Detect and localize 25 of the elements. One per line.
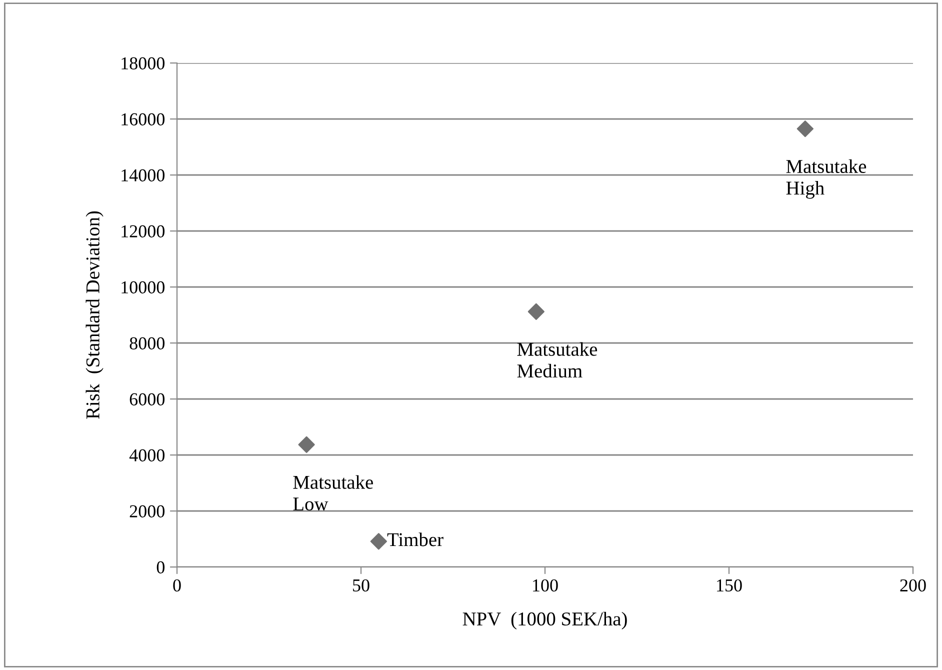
x-tick-label: 150 [717,579,742,592]
y-tick-label: 16000 [122,113,165,126]
x-axis-title: NPV (1000 SEK/ha) [462,612,627,630]
y-tick-label: 18000 [122,57,165,70]
point [796,120,814,138]
y-tick-label: 14000 [122,169,165,182]
y-tick-label: 6000 [130,393,165,406]
point [370,533,387,550]
annotation: Matsutake Medium [517,342,598,378]
x-tick-label: 200 [900,579,926,592]
y-tick-label: 8000 [130,337,165,350]
x-tick-label: 50 [353,579,370,592]
y-tick-label: 12000 [122,225,165,238]
annotation: Timber [387,532,444,546]
annotation: Matsutake High [786,159,866,199]
annotation: Matsutake Low [293,475,373,511]
y-tick-label: 4000 [129,449,165,462]
y-tick-label: 2000 [130,505,165,518]
point [528,303,544,320]
y-tick-label: 10000 [122,281,165,294]
x-tick-label: 0 [173,579,181,592]
y-tick-label: 0 [156,561,165,574]
y-axis-title: Risk (Standard Deviation) [86,211,104,419]
point [298,436,315,453]
x-tick-label: 100 [533,579,558,592]
